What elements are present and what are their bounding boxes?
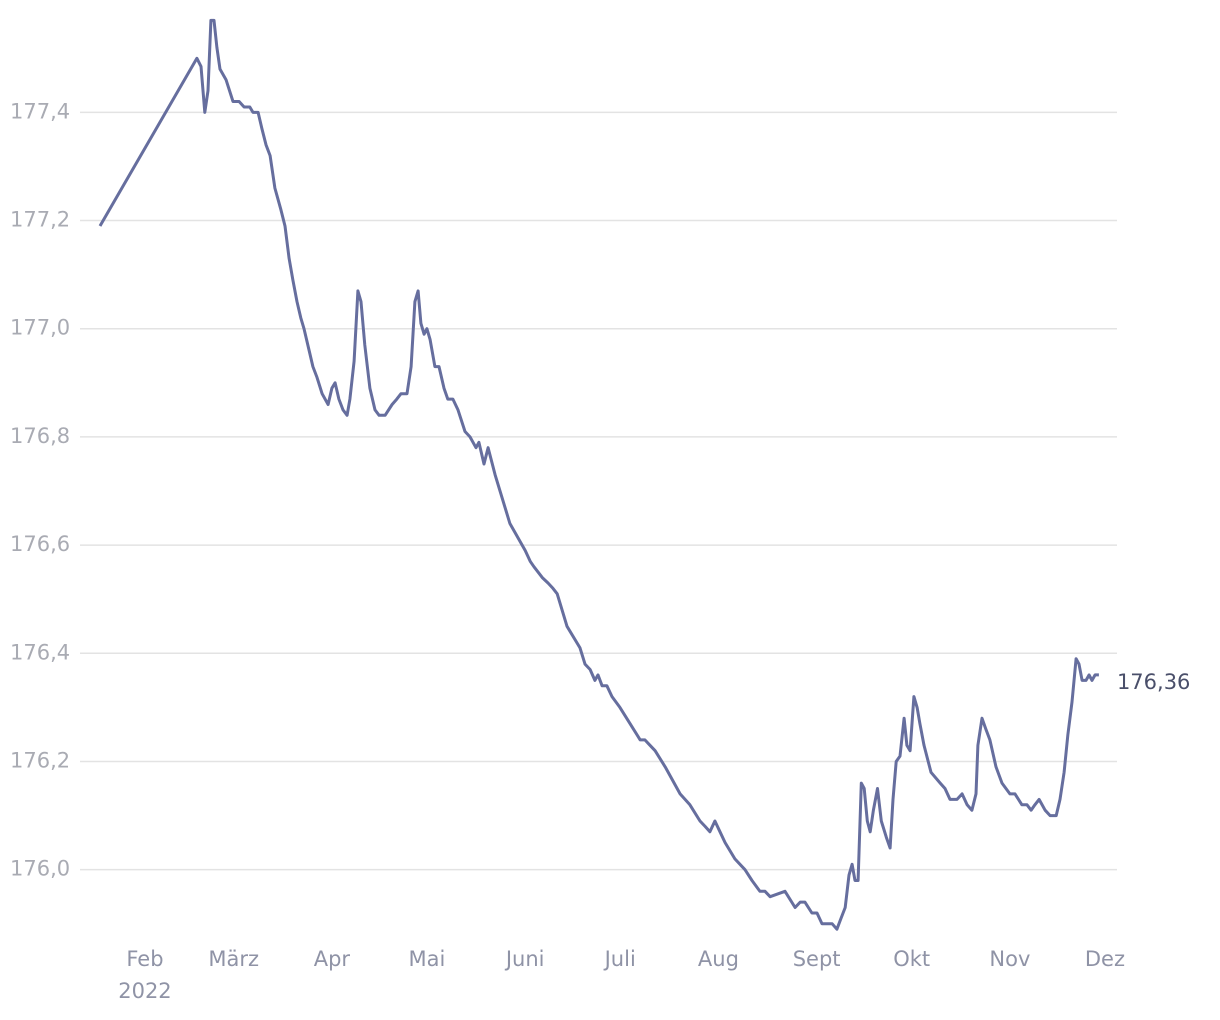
x-tick-label: Dez [1085, 947, 1125, 971]
x-tick-label: Okt [893, 947, 930, 971]
last-value-label: 176,36 [1117, 670, 1190, 694]
year-label: 2022 [118, 979, 171, 1003]
x-tick-label: Apr [314, 947, 351, 971]
y-tick-label: 176,2 [10, 748, 70, 772]
x-tick-label: Sept [793, 947, 841, 971]
x-tick-label: Aug [698, 947, 739, 971]
x-tick-label: Nov [989, 947, 1030, 971]
y-tick-label: 176,6 [10, 532, 70, 556]
y-tick-label: 176,4 [10, 640, 70, 664]
x-tick-label: Feb [126, 947, 163, 971]
x-tick-label: Mai [409, 947, 446, 971]
y-tick-label: 177,0 [10, 316, 70, 340]
y-tick-label: 177,4 [10, 99, 70, 123]
x-tick-label: Juni [504, 947, 545, 971]
y-tick-label: 176,8 [10, 424, 70, 448]
line [98, 18, 1099, 931]
y-tick-label: 176,0 [10, 857, 70, 881]
x-tick-label: Juli [603, 947, 636, 971]
y-tick-label: 177,2 [10, 208, 70, 232]
x-tick-label: März [208, 947, 259, 971]
